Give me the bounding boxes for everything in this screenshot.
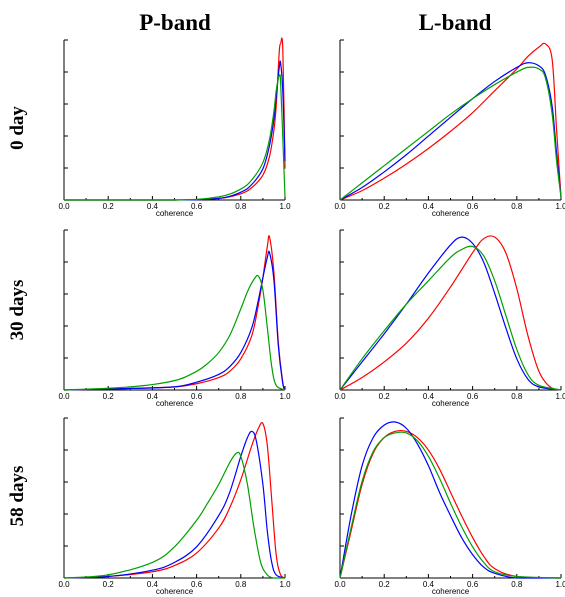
x-tick-label: 0.2 <box>379 202 391 211</box>
x-tick-label: 0.2 <box>103 580 115 589</box>
series-curve-1 <box>63 430 286 579</box>
x-tick-label: 0.4 <box>423 392 435 401</box>
series-curve-0 <box>64 37 286 201</box>
series-curve-0 <box>339 429 562 579</box>
x-tick-label: 1.0 <box>279 580 291 589</box>
x-tick-label: 1.0 <box>555 392 565 401</box>
series-curve-2 <box>63 274 286 391</box>
x-axis-title: coherence <box>432 209 470 218</box>
x-tick-label: 0.8 <box>235 392 247 401</box>
x-tick-label: 0.6 <box>467 580 479 589</box>
x-tick-label: 0.0 <box>334 580 346 589</box>
x-tick-label: 0.0 <box>58 202 70 211</box>
chart-panel-p-band-0-day: 0.0 0.2 0.4 0.6 0.8 1.0 coherence <box>58 37 291 218</box>
row-title-58-days: 58 days <box>7 466 28 527</box>
x-tick-label: 1.0 <box>279 392 291 401</box>
series-curve-1 <box>339 236 562 391</box>
series-curve-1 <box>339 62 562 201</box>
series-curve-2 <box>339 66 562 201</box>
column-title-l-band: L-band <box>419 10 492 35</box>
chart-panel-l-band-58-days: 0.0 0.2 0.4 0.6 0.8 1.0 coherence <box>334 417 565 596</box>
chart-panel-p-band-30-days: 0.0 0.2 0.4 0.6 0.8 1.0 coherence <box>58 229 291 408</box>
series-curve-0 <box>339 235 562 391</box>
chart-panel-l-band-30-days: 0.0 0.2 0.4 0.6 0.8 1.0 coherence <box>334 229 565 408</box>
x-tick-label: 1.0 <box>279 202 291 211</box>
series-curve-2 <box>63 451 285 579</box>
x-tick-label: 0.4 <box>147 580 159 589</box>
x-tick-label: 0.0 <box>58 392 70 401</box>
x-tick-label: 0.6 <box>467 392 479 401</box>
x-tick-label: 0.8 <box>511 392 523 401</box>
x-tick-label: 0.0 <box>58 580 70 589</box>
x-tick-label: 0.4 <box>423 202 435 211</box>
x-tick-label: 1.0 <box>555 580 565 589</box>
series-curve-0 <box>63 235 286 391</box>
row-title-0-day: 0 day <box>7 106 28 150</box>
x-axis-title: coherence <box>432 399 470 408</box>
series-curve-1 <box>64 60 286 201</box>
x-tick-label: 0.2 <box>379 392 391 401</box>
x-tick-label: 0.4 <box>147 202 159 211</box>
x-tick-label: 1.0 <box>555 202 565 211</box>
x-axis-title: coherence <box>156 209 194 218</box>
series-curve-2 <box>64 74 286 201</box>
x-tick-label: 0.4 <box>147 392 159 401</box>
x-tick-label: 0.4 <box>423 580 435 589</box>
x-tick-label: 0.8 <box>511 580 523 589</box>
series-curve-1 <box>339 421 561 579</box>
row-title-30-days: 30 days <box>7 280 28 341</box>
x-tick-label: 0.8 <box>235 580 247 589</box>
x-tick-label: 0.0 <box>334 392 346 401</box>
x-axis-title: coherence <box>432 587 470 596</box>
series-curve-2 <box>339 431 562 579</box>
x-tick-label: 0.6 <box>191 202 203 211</box>
x-tick-label: 0.8 <box>511 202 523 211</box>
chart-panel-p-band-58-days: 0.0 0.2 0.4 0.6 0.8 1.0 coherence <box>58 417 291 596</box>
series-curve-1 <box>63 250 286 391</box>
chart-panel-l-band-0-day: 0.0 0.2 0.4 0.6 0.8 1.0 coherence <box>334 39 565 218</box>
x-tick-label: 0.6 <box>191 392 203 401</box>
x-tick-label: 0.8 <box>235 202 247 211</box>
x-tick-label: 0.6 <box>467 202 479 211</box>
x-tick-label: 0.6 <box>191 580 203 589</box>
x-axis-title: coherence <box>156 399 194 408</box>
x-tick-label: 0.0 <box>334 202 346 211</box>
x-tick-label: 0.2 <box>103 202 115 211</box>
series-curve-0 <box>339 42 562 201</box>
x-axis-title: coherence <box>156 587 194 596</box>
x-tick-label: 0.2 <box>379 580 391 589</box>
column-title-p-band: P-band <box>139 10 211 35</box>
x-tick-label: 0.2 <box>103 392 115 401</box>
series-curve-2 <box>339 245 562 391</box>
series-curve-0 <box>63 421 286 579</box>
